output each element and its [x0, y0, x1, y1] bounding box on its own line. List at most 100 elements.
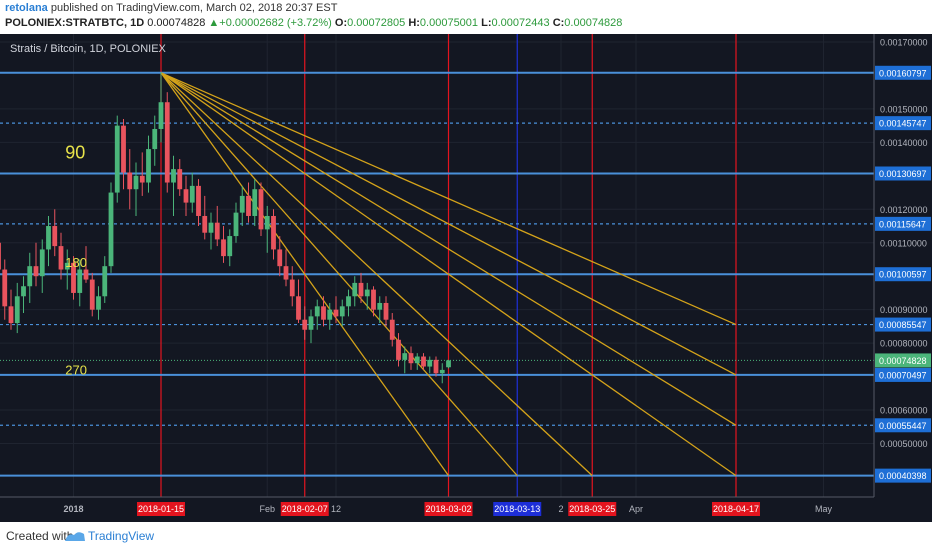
price-level-label: 0.00115647 — [879, 219, 926, 229]
candle-body — [408, 353, 414, 364]
candle-body — [133, 175, 139, 190]
candle-body — [439, 369, 445, 374]
candle-body — [146, 149, 151, 183]
high-value: 0.00075001 — [419, 17, 479, 29]
time-marker-tag — [280, 502, 329, 516]
price-tick-label: 0.00120000 — [880, 205, 928, 215]
time-tick-label: May — [815, 504, 833, 514]
time-marker-label: 2018-03-13 — [494, 504, 540, 514]
candle-body — [27, 266, 33, 287]
tradingview-logo-icon — [65, 532, 85, 541]
price-level-tag — [875, 65, 931, 80]
candle-body — [0, 242, 1, 270]
candle-body — [333, 309, 339, 317]
candle-body — [8, 306, 14, 324]
price-level-tag — [875, 418, 931, 433]
price-tick-label: 0.00150000 — [880, 104, 928, 114]
candle-body — [258, 189, 264, 230]
candle-body — [308, 316, 314, 330]
high-label: H: — [408, 17, 420, 29]
fan-line — [160, 72, 737, 477]
time-marker-label: 2018-03-25 — [569, 504, 615, 514]
fan-line — [160, 72, 737, 326]
candle-body — [371, 289, 376, 310]
candle-body — [208, 222, 214, 233]
time-tick-label: Feb — [259, 504, 275, 514]
last-price-tag — [875, 353, 931, 368]
chart-title: Stratis / Bitcoin, 1D, POLONIEX — [10, 43, 167, 55]
candle-body — [164, 102, 170, 183]
time-tick-label: 2 — [558, 504, 563, 514]
price-level-tag — [875, 267, 931, 282]
change-value: +0.00002682 (+3.72%) — [219, 17, 332, 29]
candle-body — [414, 356, 420, 364]
open-value: 0.00072805 — [347, 17, 406, 29]
price-level-label: 0.00145747 — [879, 119, 927, 129]
tradingview-brand-link[interactable]: TradingView — [88, 529, 155, 543]
change-up-icon: ▲ — [208, 17, 220, 29]
candle-body — [321, 306, 326, 320]
price-level-label: 0.00100597 — [879, 270, 927, 280]
close-label: C: — [552, 17, 565, 29]
time-marker-label: 2018-01-15 — [138, 504, 184, 514]
candle-body — [283, 266, 289, 280]
price-tick-label: 0.00140000 — [880, 138, 928, 148]
candle-body — [89, 279, 95, 310]
candle-body — [52, 226, 58, 247]
time-tick-label: 12 — [331, 504, 341, 514]
price-chart[interactable]: 90 180 270 0.00170000 0.00150000 0.00140000 0… — [0, 34, 932, 522]
candle-body — [14, 296, 20, 324]
fan-line — [160, 72, 737, 376]
time-tick-label: 2018 — [63, 504, 83, 514]
time-marker-label: 2018-04-17 — [713, 504, 759, 514]
annotation-label: 180 — [65, 255, 87, 270]
fan-line — [160, 72, 518, 477]
candle-body — [327, 309, 333, 320]
low-label: L: — [481, 17, 492, 29]
candle-body — [239, 195, 245, 213]
price-tick-label: 0.00050000 — [880, 439, 928, 449]
candle-body — [352, 282, 358, 297]
price-tick-label: 0.00060000 — [880, 406, 928, 416]
price-level-tag — [875, 116, 931, 131]
price-tick-label: 0.00080000 — [880, 339, 928, 349]
candle-body — [102, 266, 108, 297]
candle-body — [377, 302, 383, 310]
candle-body — [421, 356, 426, 367]
candle-body — [296, 296, 301, 320]
price-level-label: 0.00040398 — [879, 471, 927, 481]
price-tick-label: 0.00110000 — [880, 238, 927, 248]
candle-body — [171, 169, 176, 183]
candle-body — [427, 359, 433, 367]
time-marker-tag — [137, 502, 185, 516]
price-level-tag — [875, 166, 931, 181]
candle-body — [364, 289, 370, 297]
candle-body — [346, 296, 351, 307]
time-marker-tag — [424, 502, 473, 516]
candle-body — [433, 359, 439, 374]
candle-body — [396, 339, 401, 360]
open-label: O: — [334, 17, 348, 29]
candle-body — [39, 249, 45, 277]
candle-body — [33, 266, 39, 277]
candle-body — [277, 249, 283, 267]
candle-body — [402, 353, 408, 360]
candle-body — [246, 195, 251, 216]
chart-area[interactable]: 90 180 270 0.00170000 0.00150000 0.00140000 0… — [0, 34, 932, 522]
candle-body — [314, 306, 320, 317]
candle-body — [108, 192, 114, 267]
candle-body — [71, 262, 76, 293]
price-level-label: 0.00070497 — [879, 370, 927, 380]
candle-body — [214, 222, 220, 240]
candle-body — [252, 189, 258, 216]
candle-body — [233, 212, 239, 237]
author-link[interactable]: retolana — [5, 2, 48, 14]
candle-body — [114, 125, 120, 193]
time-tick-label: Apr — [629, 504, 643, 514]
publish-line: retolana published on TradingView.com, M… — [5, 2, 337, 14]
time-marker-tag — [568, 502, 617, 516]
last-price-label: 0.00074828 — [879, 356, 927, 366]
price-level-tag — [875, 468, 931, 483]
candle-body — [189, 185, 195, 203]
price-level-label: 0.00085547 — [879, 320, 927, 330]
